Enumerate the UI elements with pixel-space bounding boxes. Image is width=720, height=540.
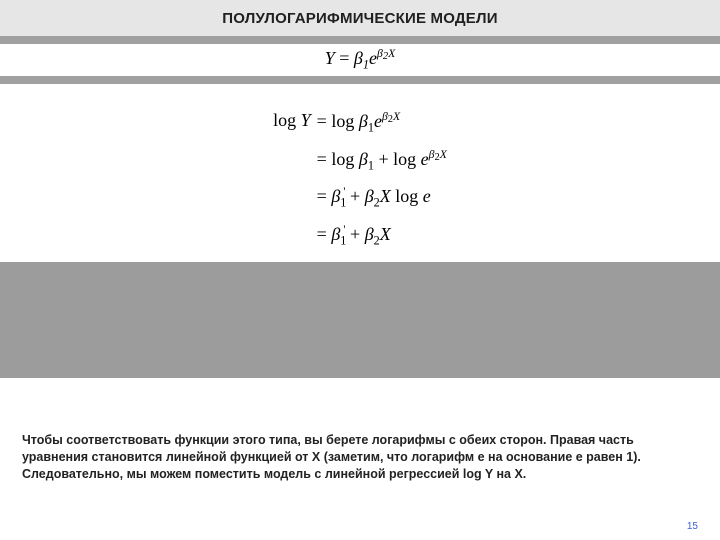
eq-row-rhs: = log β1eβ2X <box>317 110 447 136</box>
gray-band <box>0 262 720 378</box>
slide-header: ПОЛУЛОГАРИФМИЧЕСКИЕ МОДЕЛИ <box>0 0 720 36</box>
equation-grid: log Y = log β1eβ2X = log β1 + log eβ2X =… <box>273 110 447 248</box>
page-number: 15 <box>687 521 698 532</box>
equation-derivation-block: log Y = log β1eβ2X = log β1 + log eβ2X =… <box>0 98 720 258</box>
divider-top <box>0 36 720 44</box>
equation-primary: Y = β1eβ2X <box>325 47 396 73</box>
eq-row-rhs: = log β1 + log eβ2X <box>317 148 447 174</box>
eq-row-lhs <box>273 223 311 249</box>
eq-row-lhs <box>273 148 311 174</box>
spacer <box>0 84 720 98</box>
equation-primary-band: Y = β1eβ2X <box>0 44 720 76</box>
eq-row-lhs <box>273 185 311 211</box>
explanation-text: Чтобы соответствовать функции этого типа… <box>22 432 688 483</box>
divider-mid <box>0 76 720 84</box>
eq-row-lhs: log Y <box>273 110 311 136</box>
eq-row-rhs: = β1' + β2X log e <box>317 185 447 211</box>
eq-row-rhs: = β1' + β2X <box>317 223 447 249</box>
slide-title: ПОЛУЛОГАРИФМИЧЕСКИЕ МОДЕЛИ <box>222 10 497 27</box>
